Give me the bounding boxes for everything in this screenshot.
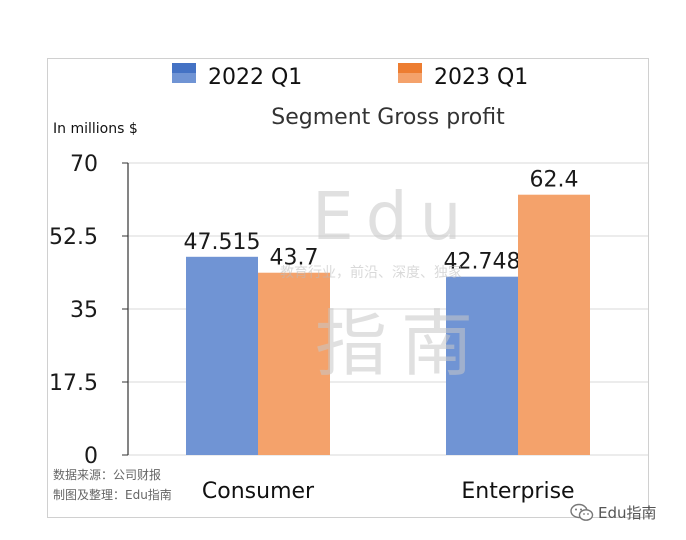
y-tick-label: 35 <box>70 298 98 323</box>
data-label: 43.7 <box>270 246 319 271</box>
bar <box>518 194 590 455</box>
chart-title: Segment Gross profit <box>271 105 505 130</box>
brand-badge: Edu指南 <box>570 502 657 523</box>
bar <box>258 272 330 455</box>
y-tick-label: 70 <box>70 152 98 177</box>
bar <box>446 276 518 455</box>
y-tick-label: 17.5 <box>49 371 98 396</box>
wechat-icon <box>570 503 594 521</box>
credit-note: 制图及整理：Edu指南 <box>53 488 172 502</box>
bar <box>186 256 258 455</box>
source-note: 数据来源：公司财报 <box>53 468 162 482</box>
legend-swatch <box>398 63 422 73</box>
y-tick-label: 52.5 <box>49 225 98 250</box>
legend-swatch <box>398 73 422 83</box>
data-label: 42.748 <box>444 250 521 275</box>
x-tick-label: Enterprise <box>461 479 574 504</box>
y-axis-label: In millions $ <box>53 121 138 137</box>
legend-label: 2022 Q1 <box>208 65 302 90</box>
legend-label: 2023 Q1 <box>434 65 528 90</box>
data-label: 47.515 <box>184 230 261 255</box>
data-label: 62.4 <box>530 168 579 193</box>
legend-swatch <box>172 73 196 83</box>
legend-swatch <box>172 63 196 73</box>
brand-label: Edu指南 <box>598 504 657 522</box>
y-tick-label: 0 <box>84 444 98 469</box>
x-tick-label: Consumer <box>202 479 315 504</box>
